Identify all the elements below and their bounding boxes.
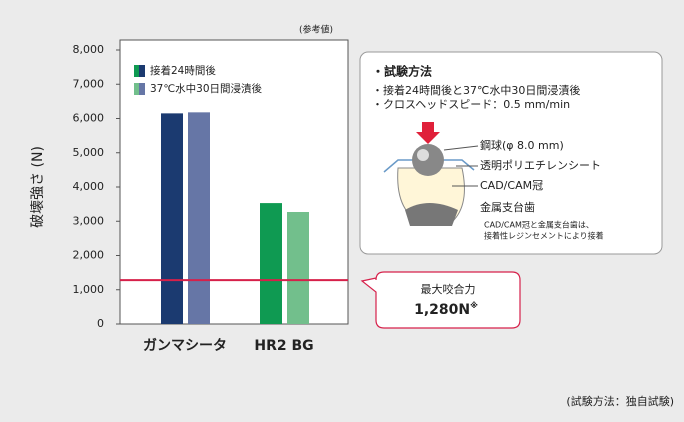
- bar: [188, 112, 210, 325]
- y-tick-label: 3,000: [73, 214, 105, 227]
- bar: [287, 212, 309, 324]
- test-diagram: [383, 122, 479, 226]
- footnote: (試験方法：独自試験): [566, 394, 674, 408]
- reference-label: 1,280N: [414, 302, 470, 318]
- y-tick-label: 7,000: [73, 77, 105, 90]
- y-axis-label: 破壊強さ (N): [30, 146, 46, 228]
- plot-area: [119, 39, 349, 325]
- test-method-title: ・試験方法: [372, 64, 432, 79]
- diagram-label: 鋼球(φ 8.0 mm): [480, 138, 564, 152]
- reference-value: 1,280N※: [414, 300, 478, 319]
- bar: [260, 203, 282, 324]
- diagram-label: CAD/CAM冠: [480, 179, 543, 192]
- y-tick-label: 5,000: [73, 146, 105, 159]
- y-tick-label: 2,000: [73, 249, 105, 262]
- legend-swatch: [134, 83, 139, 95]
- abutment: [405, 203, 458, 226]
- x-tick-label: ガンマシータ: [143, 338, 227, 354]
- legend-label: 接着24時間後: [150, 64, 216, 77]
- diagram-note: CAD/CAM冠と金属支台歯は、: [484, 220, 594, 230]
- reference-note: ※: [470, 300, 478, 310]
- reference-name: 最大咬合力: [421, 282, 476, 296]
- leader: [443, 145, 479, 151]
- bar: [161, 113, 183, 324]
- y-tick-label: 1,000: [73, 283, 105, 296]
- test-method-line: ・接着24時間後と37℃水中30日間浸漬後: [372, 83, 580, 97]
- force-arrow: [416, 122, 440, 144]
- subtitle: (参考値): [299, 24, 333, 36]
- diagram-label: 金属支台歯: [480, 200, 535, 214]
- test-method-line: ・クロスヘッドスピード：0.5 mm/min: [372, 98, 570, 111]
- y-tick-label: 4,000: [73, 180, 105, 193]
- x-tick-label: HR2 BG: [254, 338, 313, 354]
- reference-callout: [360, 271, 521, 329]
- y-tick-label: 0: [97, 317, 104, 330]
- ball: [412, 144, 444, 176]
- legend-swatch: [139, 83, 145, 95]
- legend-swatch: [139, 65, 145, 77]
- legend-label: 37℃水中30日間浸漬後: [150, 82, 263, 95]
- diagram-label: 透明ポリエチレンシート: [480, 159, 601, 172]
- legend-swatch: [134, 65, 139, 77]
- y-tick-label: 6,000: [73, 112, 105, 125]
- ball-highlight: [417, 149, 429, 161]
- diagram-note: 接着性レジンセメントにより接着: [484, 231, 604, 241]
- y-tick-label: 8,000: [73, 43, 105, 56]
